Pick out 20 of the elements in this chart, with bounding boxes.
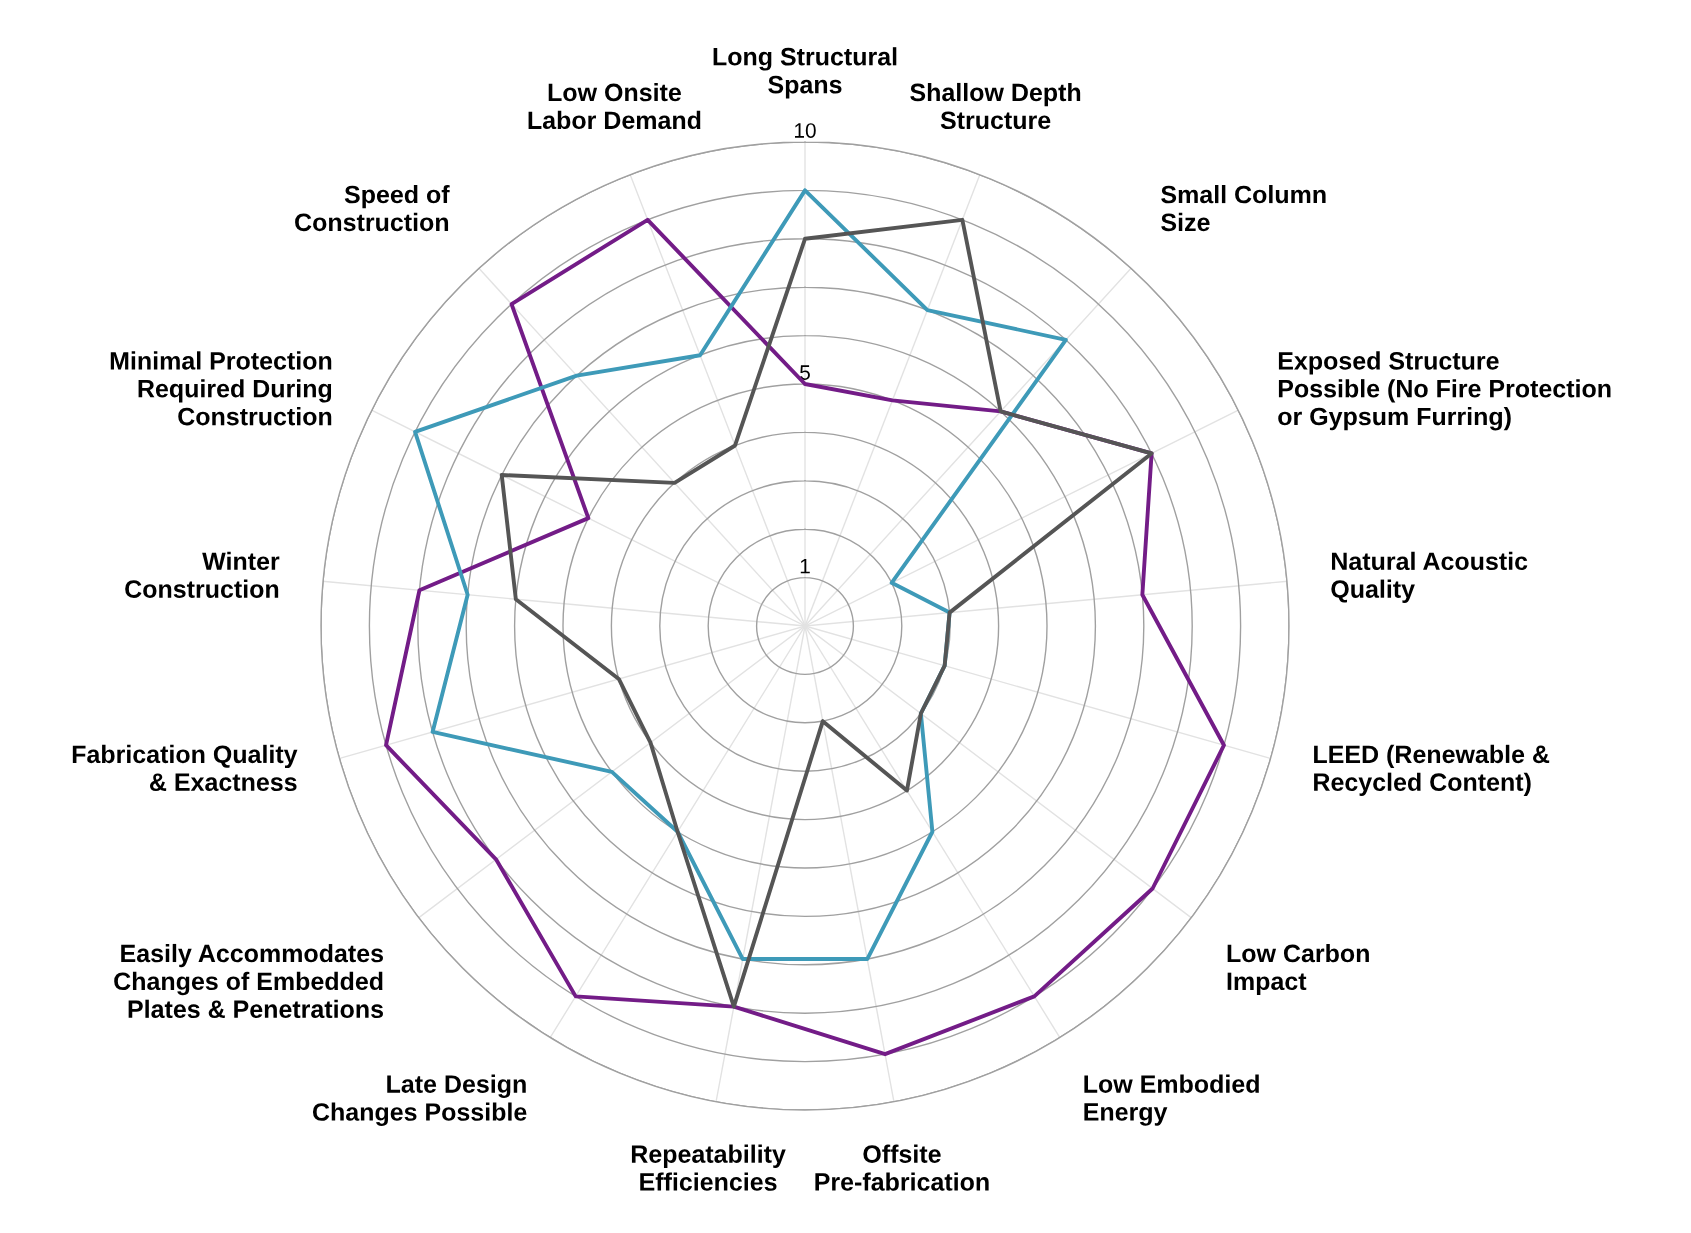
- spoke-label: Exposed Structure Possible (No Fire Protection or Gypsum Furring): [1278, 351, 1611, 431]
- spoke-label: Late Design Changes Possible: [312, 1074, 527, 1126]
- spoke-label: Natural Acoustic Quality: [1331, 551, 1528, 603]
- spoke-label: LEED (Renewable & Recycled Content): [1314, 744, 1550, 796]
- spoke-label: Low Embodied Energy: [1084, 1074, 1259, 1126]
- spoke-label: Shallow Depth Structure: [910, 82, 1081, 130]
- y-tick-label: 10: [795, 123, 816, 138]
- y-tick-label: 5: [800, 365, 810, 380]
- y-tick-label: 1: [800, 558, 810, 574]
- spoke-label: Low Carbon Impact: [1227, 943, 1369, 996]
- spoke-label: Easily Accommodates Changes of Embedded Plates & Penetrations: [114, 943, 383, 1019]
- spoke-label: Repeatability Efficiencies: [631, 1144, 786, 1191]
- spoke-label: Fabrication Quality & Exactness: [72, 744, 298, 791]
- spoke-label: Long Structural Spans: [713, 47, 897, 99]
- spoke-label: Winter Construction: [125, 551, 280, 598]
- spoke-label: Small Column Size: [1161, 184, 1326, 232]
- spoke-label: Offsite Pre-fabrication: [815, 1144, 989, 1191]
- spoke-label: Speed of Construction: [295, 184, 450, 232]
- spoke-label: Low Onsite Labor Demand: [528, 82, 701, 130]
- spoke-label: Minimal Protection Required During Construction: [110, 351, 332, 426]
